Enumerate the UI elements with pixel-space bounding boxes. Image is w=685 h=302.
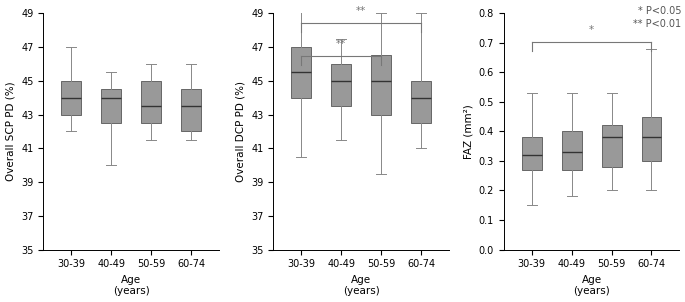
X-axis label: Age
(years): Age (years) [343,275,379,297]
PathPatch shape [642,117,662,161]
Text: **: ** [356,6,366,16]
PathPatch shape [332,64,351,106]
PathPatch shape [371,56,391,114]
Text: **: ** [336,39,347,49]
PathPatch shape [411,81,432,123]
PathPatch shape [601,126,621,167]
Y-axis label: Overall SCP PD (%): Overall SCP PD (%) [5,82,16,181]
PathPatch shape [522,137,542,170]
PathPatch shape [562,131,582,170]
PathPatch shape [181,89,201,131]
Text: * P<0.05
** P<0.01: * P<0.05 ** P<0.01 [634,6,682,29]
PathPatch shape [141,81,161,123]
X-axis label: Age
(years): Age (years) [573,275,610,297]
Y-axis label: Overall DCP PD (%): Overall DCP PD (%) [236,81,246,182]
PathPatch shape [61,81,81,114]
Y-axis label: FAZ (mm²): FAZ (mm²) [463,104,473,159]
X-axis label: Age
(years): Age (years) [113,275,149,297]
Text: *: * [589,24,594,34]
PathPatch shape [291,47,312,98]
PathPatch shape [101,89,121,123]
